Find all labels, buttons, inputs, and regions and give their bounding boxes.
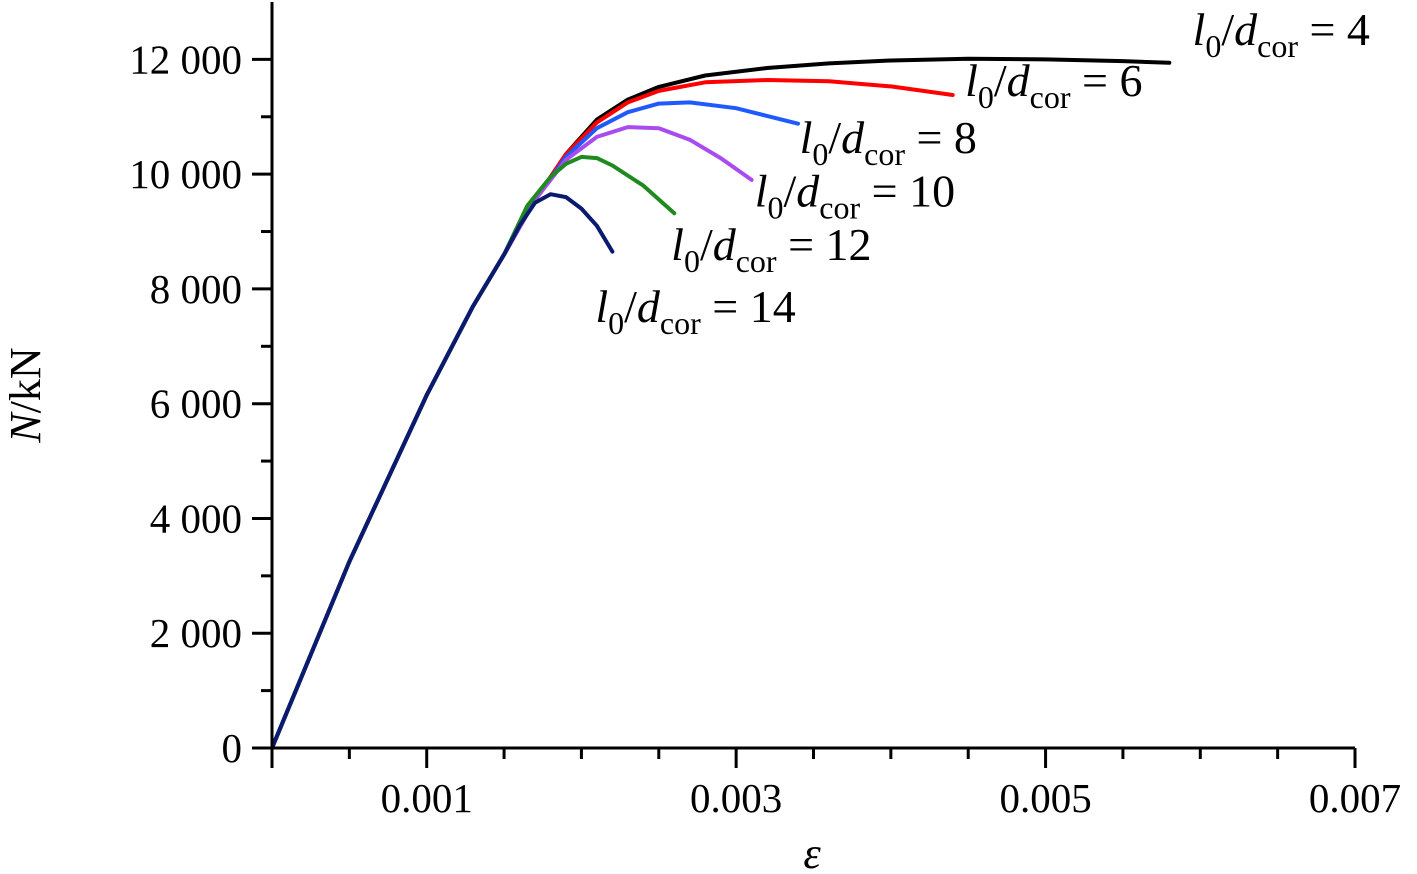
series-label-ratio-4: l0/dcor = 4 [1193,4,1370,64]
x-axis-title: ε [803,829,821,874]
series-line-ratio-4 [270,56,1172,750]
series-label-ratio-6: l0/dcor = 6 [965,55,1142,115]
y-tick-label: 10 000 [129,151,242,197]
series-line-ratio-14 [270,192,615,750]
y-tick-label: 12 000 [129,36,242,82]
y-tick-label: 0 [222,725,243,771]
x-tick-label: 0.007 [1309,775,1401,821]
y-axis-title-variable: N [1,411,50,444]
y-axis-title-unit: /kN [1,347,50,413]
y-tick-label: 6 000 [150,381,242,427]
series-line-ratio-6 [270,78,955,750]
x-tick-label: 0.003 [690,775,782,821]
series-label-ratio-8: l0/dcor = 8 [800,112,977,172]
series-label-ratio-14: l0/dcor = 14 [595,281,795,341]
y-tick-label: 2 000 [150,610,242,656]
series-line-ratio-12 [270,154,677,750]
x-tick-label: 0.005 [999,775,1091,821]
y-tick-label: 4 000 [150,495,242,541]
series-label-ratio-10: l0/dcor = 10 [755,165,955,225]
series-label-ratio-12: l0/dcor = 12 [671,219,871,279]
series-layer [270,56,1172,750]
y-axis-title: N/kN [1,347,50,443]
x-tick-label: 0.001 [381,775,473,821]
label-layer: l0/dcor = 4l0/dcor = 6l0/dcor = 8l0/dcor… [595,4,1370,341]
y-tick-label: 8 000 [150,266,242,312]
